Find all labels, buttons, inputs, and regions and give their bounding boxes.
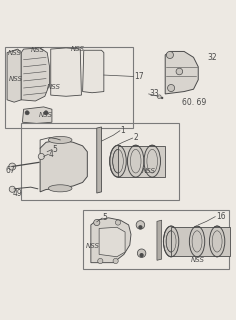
Circle shape	[98, 259, 103, 264]
Text: 2: 2	[133, 133, 138, 142]
Text: NSS: NSS	[71, 46, 85, 52]
Polygon shape	[83, 50, 104, 93]
FancyBboxPatch shape	[171, 227, 230, 256]
Ellipse shape	[192, 231, 202, 252]
Polygon shape	[22, 107, 52, 124]
Text: 17: 17	[135, 72, 144, 81]
Text: 67: 67	[6, 166, 16, 175]
Text: NSS: NSS	[39, 112, 53, 118]
Circle shape	[166, 52, 173, 59]
Ellipse shape	[147, 149, 158, 173]
Ellipse shape	[210, 226, 225, 257]
Ellipse shape	[110, 145, 126, 177]
Circle shape	[168, 84, 175, 92]
Polygon shape	[157, 220, 162, 260]
Text: 49: 49	[13, 188, 23, 197]
Ellipse shape	[113, 149, 123, 173]
Ellipse shape	[130, 149, 141, 173]
Text: NSS: NSS	[86, 243, 100, 249]
Text: 4: 4	[48, 149, 53, 159]
Circle shape	[136, 221, 145, 229]
Polygon shape	[40, 140, 87, 192]
Text: NSS: NSS	[9, 76, 23, 82]
Polygon shape	[97, 127, 101, 193]
Polygon shape	[91, 218, 131, 263]
Circle shape	[9, 186, 15, 192]
Circle shape	[139, 253, 144, 257]
Ellipse shape	[189, 226, 205, 257]
Circle shape	[94, 220, 100, 226]
Ellipse shape	[48, 185, 72, 192]
Circle shape	[38, 153, 44, 160]
Circle shape	[157, 95, 161, 99]
Ellipse shape	[163, 226, 179, 257]
Text: NSS: NSS	[191, 257, 205, 263]
Text: 5: 5	[103, 213, 108, 222]
Circle shape	[115, 220, 121, 225]
Bar	[5, 47, 133, 128]
Ellipse shape	[166, 231, 176, 252]
Circle shape	[25, 111, 29, 115]
Circle shape	[138, 225, 143, 229]
Circle shape	[9, 163, 16, 170]
Ellipse shape	[127, 145, 144, 177]
Text: NSS: NSS	[47, 84, 61, 90]
Text: 16: 16	[216, 212, 226, 221]
Text: NSS: NSS	[8, 50, 22, 56]
Ellipse shape	[212, 231, 222, 252]
Polygon shape	[7, 49, 21, 102]
Circle shape	[137, 249, 146, 258]
Ellipse shape	[48, 136, 72, 143]
Text: 60. 69: 60. 69	[182, 98, 206, 107]
Text: 1: 1	[120, 126, 125, 135]
Polygon shape	[51, 48, 81, 96]
Circle shape	[113, 259, 118, 264]
Text: NSS: NSS	[142, 168, 156, 174]
Bar	[21, 124, 179, 200]
Ellipse shape	[144, 145, 160, 177]
Text: 5: 5	[52, 145, 57, 154]
Circle shape	[161, 97, 163, 99]
Text: 33: 33	[150, 89, 160, 99]
Polygon shape	[165, 52, 198, 94]
Text: 32: 32	[208, 53, 217, 62]
Polygon shape	[21, 48, 50, 101]
FancyBboxPatch shape	[118, 146, 165, 177]
Circle shape	[176, 68, 183, 75]
Text: NSS: NSS	[31, 47, 45, 53]
Polygon shape	[99, 227, 125, 257]
Bar	[83, 210, 229, 268]
Circle shape	[44, 111, 48, 115]
